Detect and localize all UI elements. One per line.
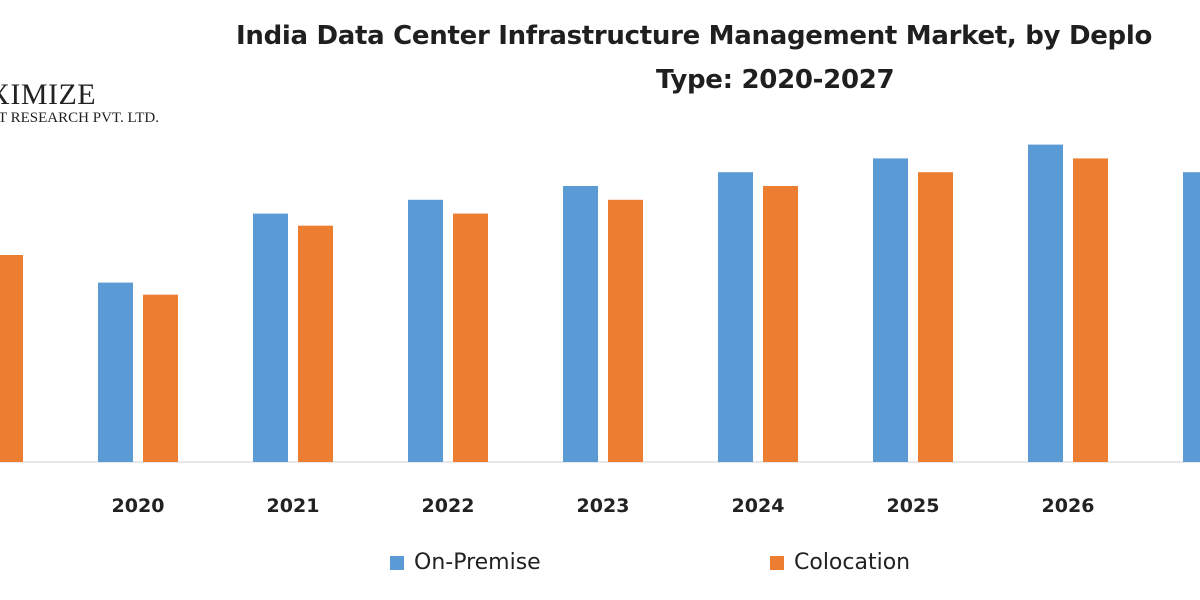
bar-colocation-2020 <box>143 294 178 462</box>
bar-colocation-9 <box>0 255 23 462</box>
bar-colocation-2023 <box>608 199 643 463</box>
bar-on-premise-2026 <box>1028 144 1063 462</box>
legend-label-colocation: Colocation <box>794 550 911 575</box>
x-tick-label-2026: 2026 <box>1042 495 1095 517</box>
legend-item-colocation: Colocation <box>770 550 910 575</box>
bar-colocation-2022 <box>453 213 488 462</box>
legend-label-on-premise: On-Premise <box>414 550 541 575</box>
x-tick-label-2022: 2022 <box>422 495 475 517</box>
bar-colocation-2025 <box>918 172 953 462</box>
bar-on-premise-2020 <box>98 282 133 462</box>
bar-colocation-2026 <box>1073 158 1108 462</box>
bar-on-premise-2024 <box>718 172 753 462</box>
bar-on-premise-2022 <box>408 199 443 463</box>
legend-swatch-on-premise <box>390 555 404 570</box>
x-tick-label-2025: 2025 <box>887 495 940 517</box>
bar-on-premise-2023 <box>563 186 598 462</box>
x-tick-label-2021: 2021 <box>267 495 320 517</box>
legend-item-on-premise: On-Premise <box>390 550 541 575</box>
company-logo: AXIMIZE KET RESEARCH PVT. LTD. <box>0 78 200 138</box>
chart-title-line-2: Type: 2020-2027 <box>656 65 895 95</box>
chart-legend: On-Premise Colocation <box>0 550 1200 582</box>
logo-subtitle-text: KET RESEARCH PVT. LTD. <box>0 110 159 126</box>
bar-colocation-2024 <box>763 186 798 462</box>
x-tick-label-2024: 2024 <box>732 495 785 517</box>
bar-on-premise-2021 <box>253 213 288 462</box>
bar-on-premise-2025 <box>873 158 908 462</box>
legend-swatch-colocation <box>770 555 784 570</box>
x-tick-label-2020: 2020 <box>112 495 165 517</box>
bar-colocation-2021 <box>298 225 333 462</box>
x-tick-label-2023: 2023 <box>577 495 630 517</box>
bar-on-premise-20 <box>1183 172 1200 462</box>
logo-brand-text: AXIMIZE <box>0 78 97 111</box>
chart-title-line-1: India Data Center Infrastructure Managem… <box>236 21 1153 51</box>
